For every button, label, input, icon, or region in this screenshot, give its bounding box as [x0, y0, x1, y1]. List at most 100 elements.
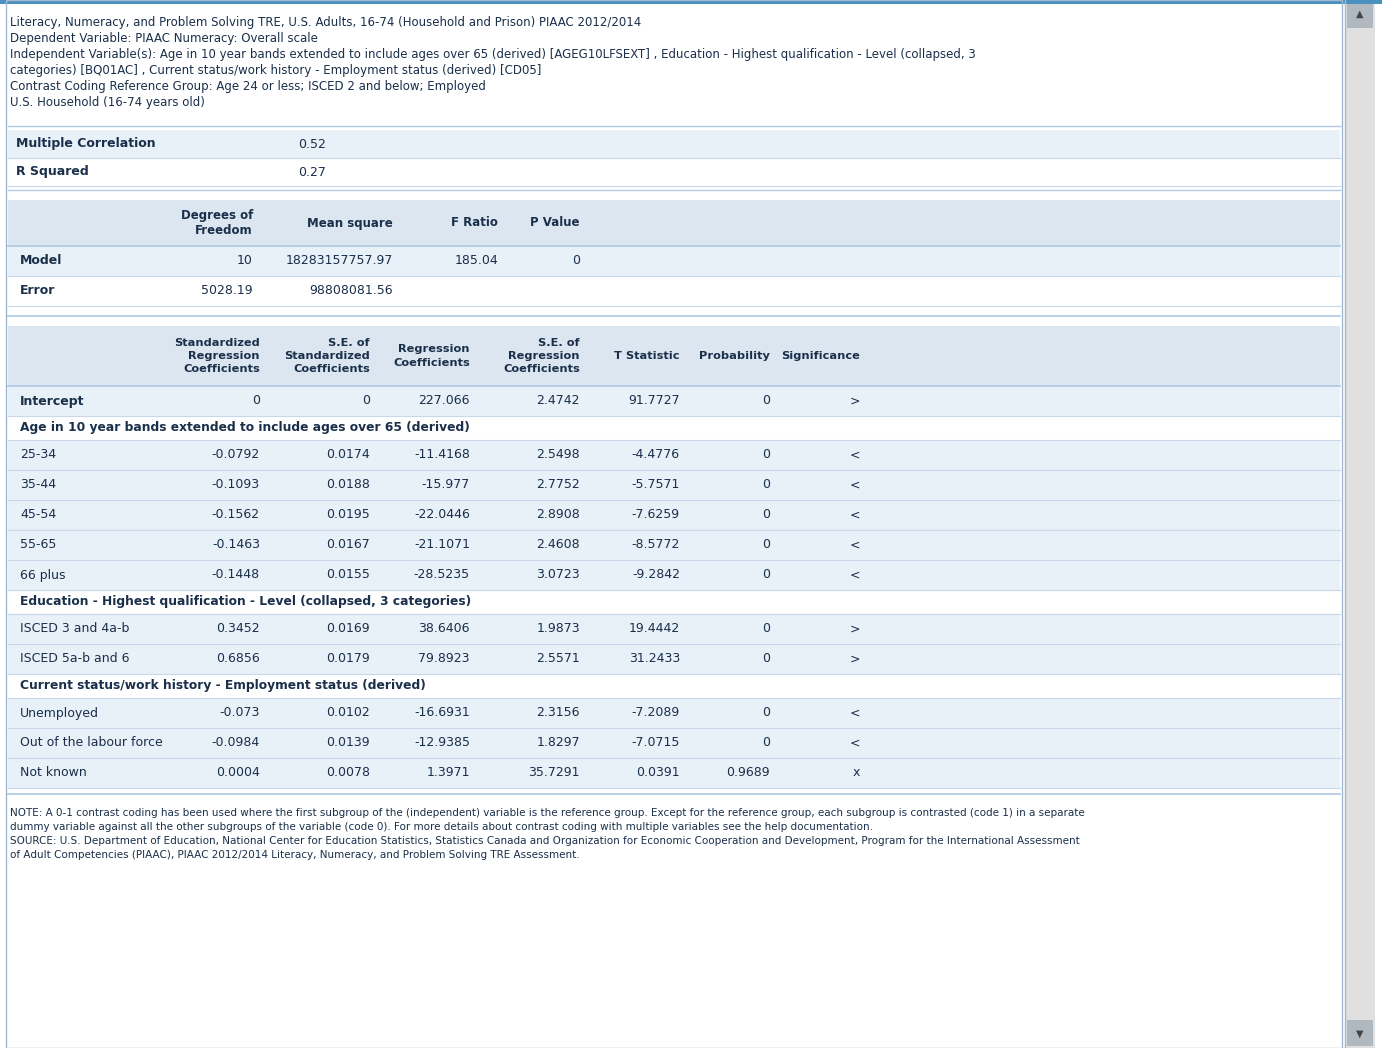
- Text: Contrast Coding Reference Group: Age 24 or less; ISCED 2 and below; Employed: Contrast Coding Reference Group: Age 24 …: [10, 80, 486, 93]
- Text: 0.0167: 0.0167: [326, 539, 370, 551]
- Bar: [8, 645, 1341, 674]
- Text: 66 plus: 66 plus: [19, 568, 65, 582]
- Bar: [1347, 1020, 1372, 1046]
- Bar: [1347, 2, 1372, 28]
- Text: 0.0188: 0.0188: [326, 479, 370, 492]
- Text: categories) [BQ01AC] , Current status/work history - Employment status (derived): categories) [BQ01AC] , Current status/wo…: [10, 64, 542, 77]
- Text: 0: 0: [761, 737, 770, 749]
- Text: 0.6856: 0.6856: [216, 653, 260, 665]
- Text: 55-65: 55-65: [19, 539, 57, 551]
- Text: 0.0169: 0.0169: [326, 623, 370, 635]
- Text: 79.8923: 79.8923: [419, 653, 470, 665]
- Text: 19.4442: 19.4442: [629, 623, 680, 635]
- Text: -12.9385: -12.9385: [415, 737, 470, 749]
- Text: >: >: [850, 623, 860, 635]
- Text: Degrees of: Degrees of: [181, 210, 253, 222]
- Text: 2.7752: 2.7752: [536, 479, 580, 492]
- Text: Coefficients: Coefficients: [503, 364, 580, 374]
- Text: 45-54: 45-54: [19, 508, 57, 522]
- Text: -0.1463: -0.1463: [211, 539, 260, 551]
- Text: <: <: [850, 568, 860, 582]
- Text: 0: 0: [252, 394, 260, 408]
- Bar: [0, 0, 1382, 4]
- Bar: [8, 470, 1341, 500]
- Text: 0.0391: 0.0391: [636, 766, 680, 780]
- Text: 0.0004: 0.0004: [216, 766, 260, 780]
- Text: 0.9689: 0.9689: [727, 766, 770, 780]
- Text: 1.9873: 1.9873: [536, 623, 580, 635]
- Text: Education - Highest qualification - Level (collapsed, 3 categories): Education - Highest qualification - Leve…: [19, 595, 471, 609]
- Text: ▼: ▼: [1356, 1029, 1364, 1039]
- Text: 10: 10: [238, 255, 253, 267]
- Text: NOTE: A 0-1 contrast coding has been used where the first subgroup of the (indep: NOTE: A 0-1 contrast coding has been use…: [10, 808, 1085, 818]
- Bar: [8, 440, 1341, 470]
- Text: -21.1071: -21.1071: [415, 539, 470, 551]
- Text: 31.2433: 31.2433: [629, 653, 680, 665]
- Text: 2.4608: 2.4608: [536, 539, 580, 551]
- Text: 91.7727: 91.7727: [629, 394, 680, 408]
- Text: F Ratio: F Ratio: [451, 217, 498, 230]
- Text: 2.8908: 2.8908: [536, 508, 580, 522]
- Text: Standardized: Standardized: [285, 351, 370, 361]
- Text: 0.0179: 0.0179: [326, 653, 370, 665]
- Text: 2.4742: 2.4742: [536, 394, 580, 408]
- Text: Regression: Regression: [188, 351, 260, 361]
- Text: 0: 0: [761, 479, 770, 492]
- Text: <: <: [850, 508, 860, 522]
- Text: Probability: Probability: [699, 351, 770, 361]
- Text: 0.0195: 0.0195: [326, 508, 370, 522]
- Text: U.S. Household (16-74 years old): U.S. Household (16-74 years old): [10, 96, 205, 109]
- Bar: [8, 728, 1341, 758]
- Text: x: x: [853, 766, 860, 780]
- Bar: [8, 326, 1341, 386]
- Text: T Statistic: T Statistic: [615, 351, 680, 361]
- Text: 2.5571: 2.5571: [536, 653, 580, 665]
- Text: 0: 0: [761, 508, 770, 522]
- Text: Significance: Significance: [781, 351, 860, 361]
- Text: 25-34: 25-34: [19, 449, 57, 461]
- Text: -7.0715: -7.0715: [632, 737, 680, 749]
- Text: -9.2842: -9.2842: [632, 568, 680, 582]
- Text: 0.0102: 0.0102: [326, 706, 370, 720]
- Text: -0.1093: -0.1093: [211, 479, 260, 492]
- Text: -28.5235: -28.5235: [413, 568, 470, 582]
- Text: 0.0155: 0.0155: [326, 568, 370, 582]
- Text: <: <: [850, 737, 860, 749]
- Bar: [8, 416, 1341, 440]
- Text: Current status/work history - Employment status (derived): Current status/work history - Employment…: [19, 679, 426, 693]
- Text: -0.0984: -0.0984: [211, 737, 260, 749]
- Text: 0: 0: [761, 539, 770, 551]
- Text: Standardized: Standardized: [174, 339, 260, 348]
- Text: 35.7291: 35.7291: [528, 766, 580, 780]
- Text: -0.073: -0.073: [220, 706, 260, 720]
- Text: -8.5772: -8.5772: [632, 539, 680, 551]
- Text: ISCED 5a-b and 6: ISCED 5a-b and 6: [19, 653, 130, 665]
- Text: <: <: [850, 479, 860, 492]
- Bar: [8, 130, 1341, 158]
- Text: Independent Variable(s): Age in 10 year bands extended to include ages over 65 (: Independent Variable(s): Age in 10 year …: [10, 48, 976, 61]
- Text: Out of the labour force: Out of the labour force: [19, 737, 163, 749]
- Bar: [8, 758, 1341, 788]
- Text: 35-44: 35-44: [19, 479, 57, 492]
- Text: -5.7571: -5.7571: [632, 479, 680, 492]
- Text: 38.6406: 38.6406: [419, 623, 470, 635]
- Bar: [8, 386, 1341, 416]
- Text: 3.0723: 3.0723: [536, 568, 580, 582]
- Text: Model: Model: [19, 255, 62, 267]
- Text: -4.4776: -4.4776: [632, 449, 680, 461]
- Text: <: <: [850, 449, 860, 461]
- Text: Coefficients: Coefficients: [394, 357, 470, 368]
- Text: of Adult Competencies (PIAAC), PIAAC 2012/2014 Literacy, Numeracy, and Problem S: of Adult Competencies (PIAAC), PIAAC 201…: [10, 850, 579, 860]
- Bar: [8, 200, 1341, 246]
- Text: Age in 10 year bands extended to include ages over 65 (derived): Age in 10 year bands extended to include…: [19, 421, 470, 435]
- Text: S.E. of: S.E. of: [539, 339, 580, 348]
- Text: <: <: [850, 706, 860, 720]
- Text: 0: 0: [761, 623, 770, 635]
- Text: -0.1562: -0.1562: [211, 508, 260, 522]
- Text: -7.6259: -7.6259: [632, 508, 680, 522]
- Text: Error: Error: [19, 284, 55, 298]
- Text: 1.3971: 1.3971: [427, 766, 470, 780]
- Bar: [8, 614, 1341, 645]
- Text: 185.04: 185.04: [455, 255, 498, 267]
- Text: 0.0139: 0.0139: [326, 737, 370, 749]
